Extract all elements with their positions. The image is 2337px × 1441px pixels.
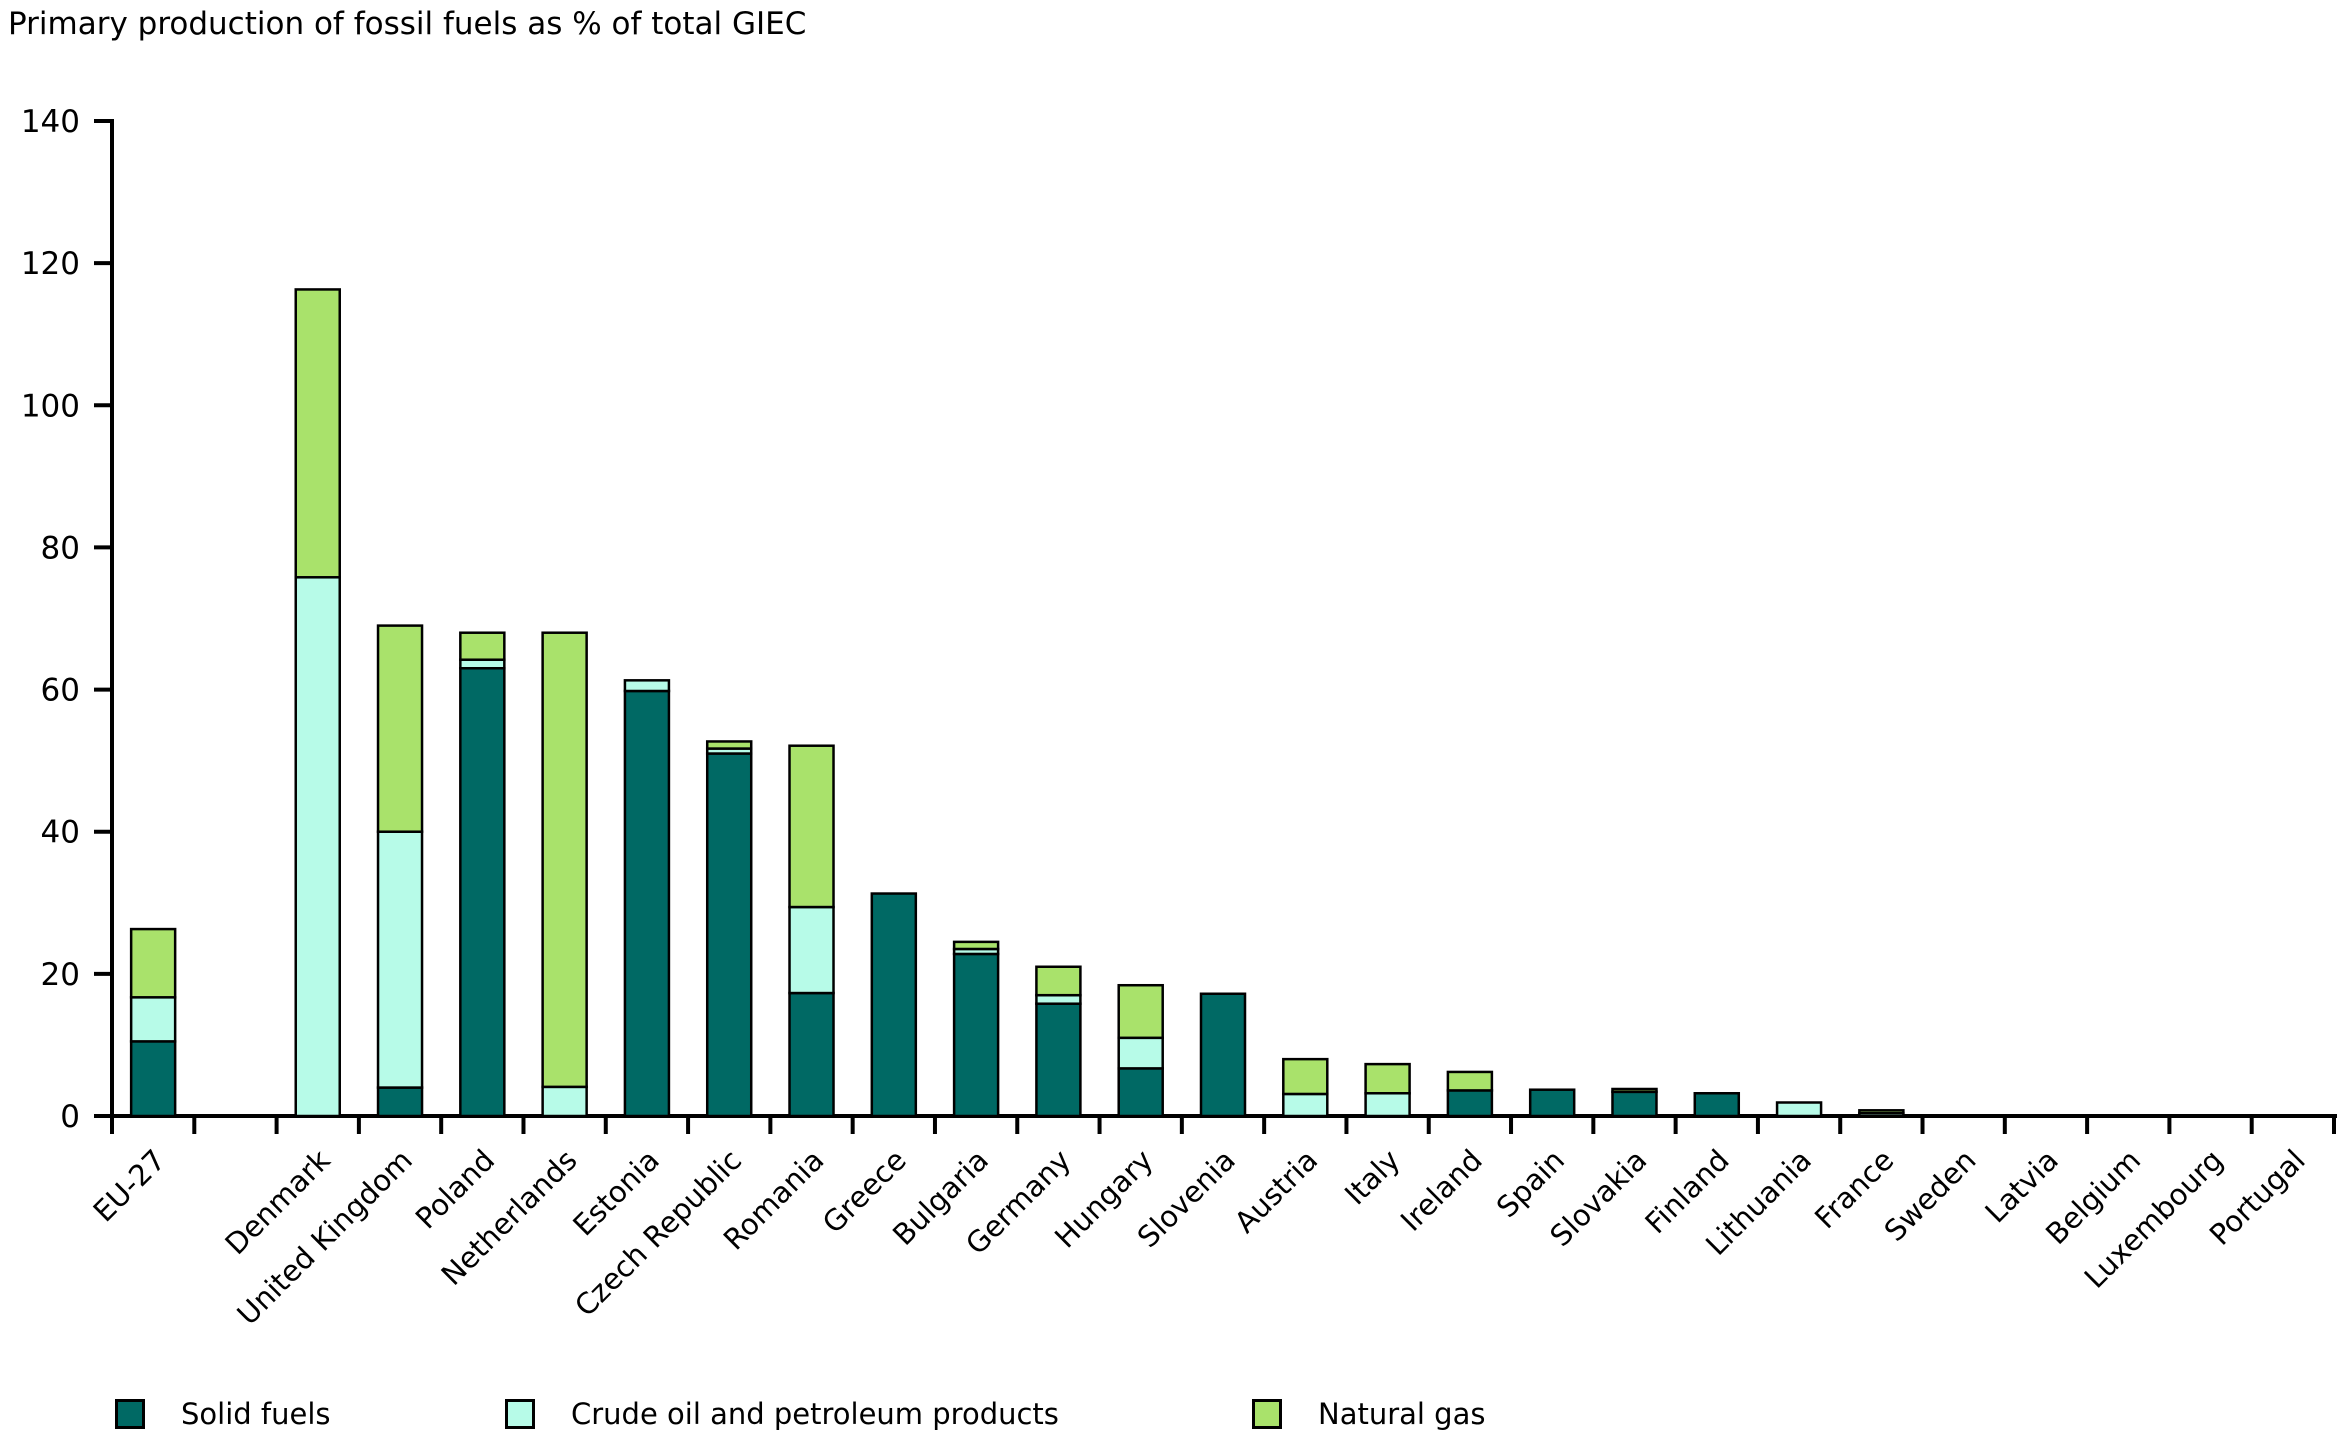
bar-segment-czech-republic-natural-gas bbox=[705, 740, 753, 750]
bar-segment-france-natural-gas bbox=[1858, 1109, 1905, 1115]
bar-segment-slovenia-solid-fuels bbox=[1199, 992, 1247, 1118]
x-category-label: Italy bbox=[1338, 1143, 1407, 1212]
bar-segment-austria-natural-gas bbox=[1282, 1057, 1329, 1096]
bar-segment-poland-natural-gas bbox=[459, 631, 506, 661]
y-tick-label: 40 bbox=[41, 815, 80, 851]
bar-segment-united-kingdom-solid-fuels bbox=[376, 1086, 424, 1118]
y-tick-label: 20 bbox=[41, 957, 80, 993]
x-category-label: Ireland bbox=[1394, 1143, 1489, 1238]
bar-segment-finland-solid-fuels bbox=[1693, 1092, 1741, 1118]
bar-segment-eu-27-crude-oil-and-petroleum-products bbox=[129, 996, 177, 1043]
bar-segment-bulgaria-natural-gas bbox=[952, 940, 1000, 951]
bar-segment-hungary-natural-gas bbox=[1117, 983, 1164, 1040]
bar-segment-austria-crude-oil-and-petroleum-products bbox=[1282, 1092, 1329, 1118]
chart-title: Primary production of fossil fuels as % … bbox=[8, 6, 807, 42]
bar-segment-italy-natural-gas bbox=[1364, 1062, 1411, 1095]
bar-segment-denmark-natural-gas bbox=[294, 288, 341, 579]
bar-segment-netherlands-crude-oil-and-petroleum-products bbox=[541, 1085, 588, 1118]
bar-segment-ireland-natural-gas bbox=[1446, 1070, 1494, 1092]
bar-segment-czech-republic-solid-fuels bbox=[705, 752, 753, 1118]
bar-segment-italy-crude-oil-and-petroleum-products bbox=[1364, 1092, 1411, 1118]
bar-segment-germany-natural-gas bbox=[1035, 965, 1082, 997]
bar-segment-slovakia-solid-fuels bbox=[1611, 1090, 1658, 1118]
y-tick-label: 80 bbox=[41, 530, 80, 566]
bar-segment-estonia-solid-fuels bbox=[623, 689, 671, 1118]
y-tick-label: 100 bbox=[21, 388, 80, 424]
bar-segment-germany-crude-oil-and-petroleum-products bbox=[1035, 993, 1082, 1005]
y-tick-label: 60 bbox=[41, 673, 80, 709]
bar-segment-bulgaria-solid-fuels bbox=[952, 952, 1000, 1118]
bar-segment-ireland-solid-fuels bbox=[1446, 1089, 1494, 1118]
bar-segment-germany-solid-fuels bbox=[1035, 1002, 1082, 1118]
bar-segment-united-kingdom-crude-oil-and-petroleum-products bbox=[376, 830, 424, 1089]
bar-segment-romania-solid-fuels bbox=[788, 991, 835, 1118]
bar-segment-romania-natural-gas bbox=[788, 744, 835, 909]
y-tick-label: 120 bbox=[21, 246, 80, 282]
x-category-label: Sweden bbox=[1878, 1143, 1983, 1248]
bar-segment-denmark-crude-oil-and-petroleum-products bbox=[294, 576, 341, 1118]
bar-segment-lithuania-crude-oil-and-petroleum-products bbox=[1775, 1101, 1823, 1118]
bar-segment-poland-solid-fuels bbox=[459, 667, 506, 1118]
bar-segment-united-kingdom-natural-gas bbox=[376, 624, 424, 833]
bar-segment-poland-crude-oil-and-petroleum-products bbox=[459, 658, 506, 670]
bar-segment-hungary-crude-oil-and-petroleum-products bbox=[1117, 1036, 1164, 1070]
bar-segment-estonia-crude-oil-and-petroleum-products bbox=[623, 679, 671, 693]
bar-segment-spain-solid-fuels bbox=[1528, 1088, 1576, 1118]
bar-segment-netherlands-natural-gas bbox=[541, 631, 588, 1089]
bar-segment-eu-27-solid-fuels bbox=[129, 1040, 177, 1118]
x-category-label: Austria bbox=[1228, 1143, 1324, 1239]
x-category-label: EU-27 bbox=[87, 1143, 173, 1229]
bar-segment-hungary-solid-fuels bbox=[1117, 1067, 1164, 1118]
bar-segment-greece-solid-fuels bbox=[870, 892, 918, 1118]
bar-segment-eu-27-natural-gas bbox=[129, 927, 177, 999]
bar-segment-romania-crude-oil-and-petroleum-products bbox=[788, 905, 835, 995]
y-tick-label: 0 bbox=[60, 1099, 80, 1135]
y-tick-label: 140 bbox=[21, 104, 80, 140]
bar-segment-slovakia-natural-gas bbox=[1611, 1087, 1658, 1094]
